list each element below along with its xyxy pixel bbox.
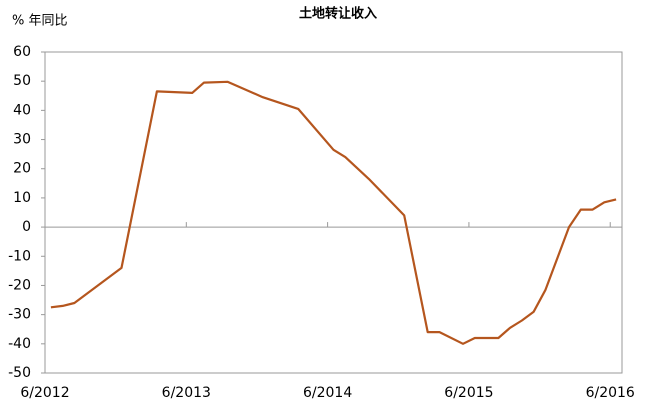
x-tick-label: 6/2012 xyxy=(20,385,69,401)
y-tick-label: -50 xyxy=(8,365,31,381)
y-tick-label: 40 xyxy=(13,102,31,118)
y-tick-label: 20 xyxy=(13,161,31,177)
plot-frame xyxy=(44,51,623,374)
y-tick-label: 50 xyxy=(13,73,31,89)
x-tick-label: 6/2015 xyxy=(444,385,493,401)
y-tick-label: 30 xyxy=(13,132,31,148)
y-tick-label: -10 xyxy=(8,248,31,264)
data-line xyxy=(50,80,617,345)
y-tick-label: 60 xyxy=(13,44,31,60)
y-axis-label: % 年同比 xyxy=(12,14,68,29)
x-tick-label: 6/2016 xyxy=(586,385,635,401)
y-tick-label: -40 xyxy=(8,336,31,352)
y-tick-label: 0 xyxy=(22,219,31,235)
y-tick-label: -30 xyxy=(8,307,31,323)
y-tick-label: -20 xyxy=(8,277,31,293)
x-tick-label: 6/2013 xyxy=(162,385,211,401)
x-tick-label: 6/2014 xyxy=(303,385,352,401)
chart-title: 土地转让收入 xyxy=(299,6,377,22)
y-tick-label: 10 xyxy=(13,190,31,206)
